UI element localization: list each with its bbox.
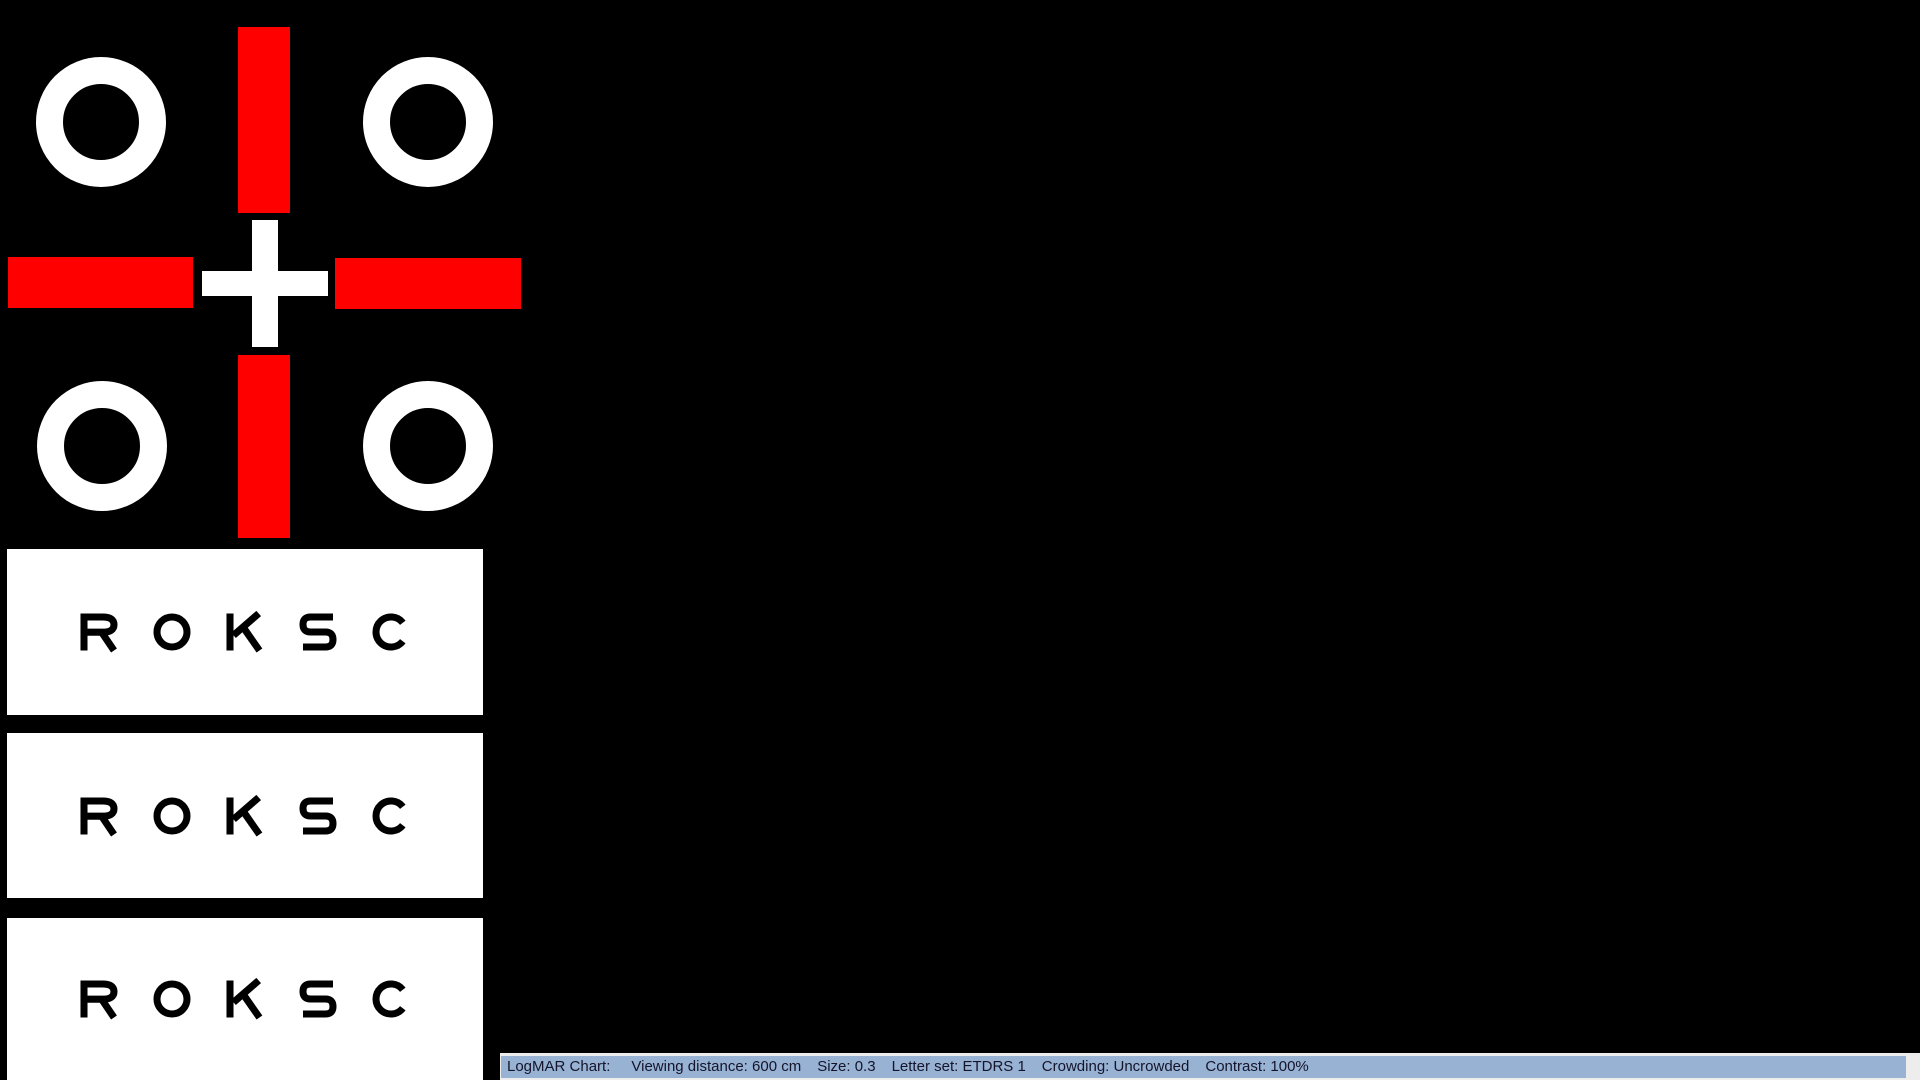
fixation-bar-top [238, 27, 290, 213]
optotype-letter-c[interactable] [371, 979, 411, 1019]
optotype-row-2[interactable] [7, 733, 483, 898]
optotype-letter-s[interactable] [298, 979, 338, 1019]
optotype-letter-r[interactable] [79, 979, 119, 1020]
status-bar: LogMAR Chart: Viewing distance: 600 cm S… [500, 1053, 1920, 1080]
optotype-letter-s[interactable] [298, 796, 338, 836]
fixation-target [0, 0, 540, 545]
optotype-letter-r[interactable] [79, 612, 119, 653]
status-size: Size: 0.3 [817, 1058, 876, 1075]
optotype-letter-s[interactable] [298, 612, 338, 652]
fixation-bar-left [8, 257, 193, 308]
status-viewing-distance: Viewing distance: 600 cm [631, 1058, 802, 1075]
status-letter-set: Letter set: ETDRS 1 [891, 1058, 1026, 1075]
fixation-bar-right [335, 258, 521, 309]
optotype-letter-k[interactable] [225, 610, 265, 653]
fixation-ring-bottom-right-icon [363, 381, 493, 511]
optotype-letter-o[interactable] [152, 979, 192, 1019]
optotype-row-1[interactable] [7, 549, 483, 715]
fixation-cross-icon [202, 271, 328, 296]
optotype-row-3[interactable] [7, 918, 483, 1080]
optotype-letter-k[interactable] [225, 794, 265, 837]
status-crowding: Crowding: Uncrowded [1041, 1058, 1190, 1075]
optotype-letter-k[interactable] [225, 977, 265, 1020]
fixation-ring-top-left-icon [36, 57, 166, 187]
fixation-ring-top-right-icon [363, 57, 493, 187]
status-app-label: LogMAR Chart: [507, 1058, 611, 1075]
optotype-letter-r[interactable] [79, 796, 119, 836]
fixation-ring-bottom-left-icon [37, 381, 167, 511]
optotype-letter-c[interactable] [371, 612, 411, 652]
status-bar-fill: LogMAR Chart: Viewing distance: 600 cm S… [501, 1056, 1906, 1078]
fixation-bar-bottom [238, 355, 290, 538]
optotype-letter-o[interactable] [152, 796, 192, 836]
status-contrast: Contrast: 100% [1205, 1058, 1309, 1075]
optotype-letter-o[interactable] [152, 612, 192, 652]
optotype-letter-c[interactable] [371, 796, 411, 836]
